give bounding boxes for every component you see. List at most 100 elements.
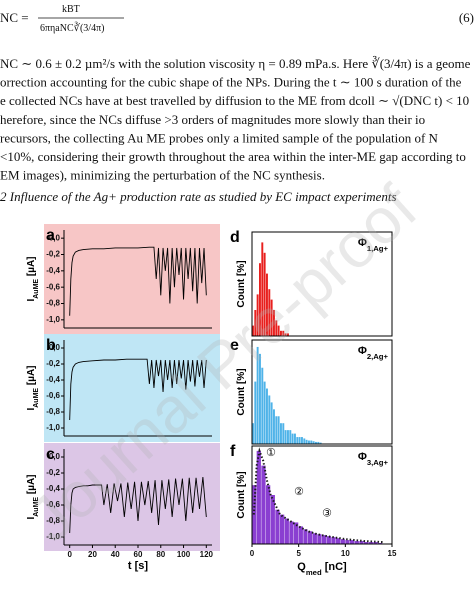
y-axis-label-sub: AuME bbox=[33, 388, 40, 408]
y-axis-label-main: I bbox=[26, 408, 37, 411]
line-panel: 0,0 -0,2 -0,4 -0,6 -0,8 -1,0 b IAuME [µA] bbox=[26, 334, 220, 442]
y-tick-label: -0,8 bbox=[46, 516, 60, 525]
histogram-bar bbox=[261, 367, 264, 444]
histogram-bar bbox=[305, 439, 308, 444]
histogram-bar bbox=[287, 430, 289, 444]
y-tick-label: -0,4 bbox=[46, 375, 60, 384]
series-label-sub: 3,Ag+ bbox=[367, 458, 389, 467]
current-trace bbox=[69, 358, 207, 421]
y-tick-label: -1,0 bbox=[46, 423, 60, 432]
histogram-bar bbox=[319, 442, 322, 444]
histogram-bar bbox=[270, 495, 275, 544]
panel-background bbox=[44, 224, 220, 334]
histogram-bar bbox=[273, 409, 275, 444]
x-tick-label: 0 bbox=[250, 549, 255, 558]
histogram-bar bbox=[259, 263, 261, 336]
series-label: Φ1,Ag+ bbox=[358, 237, 389, 253]
section-heading: 2 Influence of the Ag+ production rate a… bbox=[0, 189, 397, 204]
histogram-bar bbox=[317, 534, 322, 544]
panel-label: d bbox=[230, 229, 240, 246]
histogram-bar bbox=[268, 395, 271, 444]
x-tick-label: 10 bbox=[341, 549, 350, 558]
histogram-bar bbox=[270, 402, 273, 444]
histogram-bar bbox=[282, 423, 285, 444]
histogram-bar bbox=[280, 423, 282, 444]
series-label-main: Φ bbox=[358, 345, 367, 357]
y-tick-label: -0,4 bbox=[46, 266, 60, 275]
histogram-bar bbox=[310, 440, 313, 444]
histogram-bar bbox=[345, 540, 350, 544]
plot-frame bbox=[251, 339, 393, 445]
line-panel: 0,0-0,2-0,4-0,6-0,8-1,00 20 40 60 80 100 120cI… bbox=[26, 443, 220, 572]
y-axis-label: Count [%] bbox=[236, 368, 247, 415]
histogram-bar bbox=[368, 542, 373, 544]
histogram-bar bbox=[296, 437, 299, 444]
histogram-bar bbox=[266, 273, 268, 336]
paragraph-line: NC ∼ 0.6 ± 0.2 µm²/s with the solution v… bbox=[0, 56, 471, 71]
histogram-bar bbox=[317, 441, 320, 444]
histogram-bar bbox=[275, 509, 280, 544]
histogram-bar bbox=[282, 330, 285, 336]
x-axis-label-unit: [nC] bbox=[322, 561, 347, 573]
y-axis-label-sub: AuME bbox=[33, 497, 40, 517]
histogram-panel: 0 5 10 15 ① ② ③ f Φ3,Ag+ Count [%] Qmed [nC] bbox=[230, 443, 397, 577]
panel-label: f bbox=[230, 443, 236, 460]
histogram-bar bbox=[315, 441, 317, 444]
y-tick-label: -0,2 bbox=[46, 250, 60, 259]
histogram-bar bbox=[270, 299, 273, 336]
histogram-bar bbox=[331, 537, 336, 544]
x-axis-label-sub: med bbox=[306, 568, 322, 577]
y-tick-label: -0,4 bbox=[46, 484, 60, 493]
x-axis-label: Qmed [nC] bbox=[297, 561, 347, 577]
y-tick-label: -0,6 bbox=[46, 391, 60, 400]
histogram-bar bbox=[284, 518, 289, 544]
histogram-bar bbox=[254, 381, 257, 444]
plot-frame bbox=[251, 445, 393, 545]
histogram-bar bbox=[287, 333, 289, 336]
histogram-bar bbox=[252, 423, 254, 444]
panel-label: b bbox=[46, 337, 56, 354]
histogram-bar bbox=[261, 242, 264, 336]
paragraph-line: <10%, considering their growth throughou… bbox=[0, 149, 466, 164]
x-tick-label: 60 bbox=[134, 550, 143, 559]
x-axis-label: t [s] bbox=[128, 560, 149, 572]
histogram-bar bbox=[373, 542, 378, 544]
plot-frame bbox=[251, 231, 393, 337]
histogram-bar bbox=[261, 465, 266, 544]
histogram-bar bbox=[263, 381, 266, 444]
y-tick-label: -1,0 bbox=[46, 532, 60, 541]
current-trace bbox=[69, 476, 207, 534]
y-axis-label-unit: [µA] bbox=[26, 256, 37, 278]
series-label-main: Φ bbox=[358, 451, 367, 463]
histogram-bar bbox=[256, 294, 259, 336]
histogram-bar bbox=[266, 485, 271, 544]
series-label: Φ3,Ag+ bbox=[358, 451, 389, 467]
histogram-bar bbox=[312, 441, 315, 444]
paragraph-line: EM images), minimizing the perturbation … bbox=[0, 168, 325, 183]
histogram-bar bbox=[294, 433, 296, 444]
paragraph-line: e collected NCs have at best travelled b… bbox=[0, 93, 469, 108]
x-tick-label: 20 bbox=[88, 550, 97, 559]
histogram-bar bbox=[275, 416, 278, 444]
histogram-bar bbox=[308, 531, 313, 544]
paragraph-line: herefore, since the NCs diffuse >3 order… bbox=[0, 112, 425, 127]
histogram-bar bbox=[284, 430, 287, 444]
y-tick-label: -0,2 bbox=[46, 468, 60, 477]
histogram-panel: d Φ1,Ag+ Count [%] bbox=[230, 229, 393, 337]
series-label-sub: 1,Ag+ bbox=[367, 244, 389, 253]
y-tick-label: 0,0 bbox=[49, 452, 61, 461]
series-label-main: Φ bbox=[358, 237, 367, 249]
x-tick-label: 0 bbox=[67, 550, 72, 559]
panel-label: e bbox=[230, 337, 239, 354]
fit-curve bbox=[252, 447, 383, 544]
histogram-bar bbox=[303, 438, 306, 444]
paragraph: NC ∼ 0.6 ± 0.2 µm²/s with the solution v… bbox=[0, 56, 471, 183]
x-tick-label: 80 bbox=[156, 550, 165, 559]
y-axis-label-unit: [µA] bbox=[26, 365, 37, 387]
y-tick-label: 0,0 bbox=[49, 233, 61, 242]
histogram-bar bbox=[359, 541, 364, 544]
histogram-bar bbox=[301, 437, 303, 444]
panel-label: a bbox=[46, 227, 55, 244]
